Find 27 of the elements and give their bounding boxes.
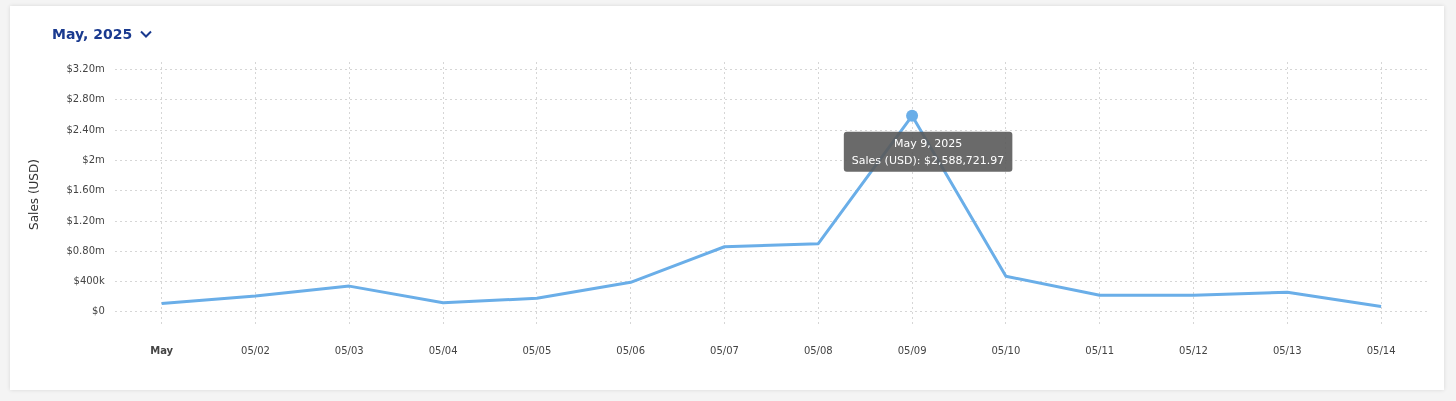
x-tick-label: 05/05: [522, 344, 552, 356]
y-tick-label: $1.60m: [66, 184, 105, 196]
x-tick-label: 05/12: [1179, 344, 1208, 356]
y-tick-label: $400k: [73, 275, 105, 287]
x-tick-label: May: [150, 344, 174, 356]
x-tick-label: 05/11: [1085, 344, 1115, 356]
y-tick-label: $1.20m: [66, 214, 105, 226]
y-tick-label: $2.40m: [66, 123, 105, 135]
annotation: Sales (USD): $2,588,721.97: [851, 153, 1005, 167]
y-tick-label: $2.80m: [66, 93, 105, 105]
x-tick-label: 05/06: [616, 344, 646, 356]
y-tick-label: $3.20m: [66, 63, 105, 75]
x-tick-label: 05/03: [334, 344, 364, 356]
x-tick-label: 05/14: [1366, 344, 1396, 356]
x-tick-label: 05/13: [1272, 344, 1302, 356]
x-tick-label: 05/07: [710, 344, 739, 356]
y-tick-label: $2m: [82, 154, 105, 166]
x-tick-label: 05/10: [991, 344, 1021, 356]
x-tick-label: 05/04: [428, 344, 458, 356]
x-tick-label: 05/02: [241, 344, 270, 356]
x-tick-label: 05/09: [897, 344, 927, 356]
y-tick-label: $0.80m: [66, 244, 105, 256]
y-axis-title: Sales (USD): [27, 159, 42, 230]
y-tick-label: $0: [92, 305, 105, 317]
chart-title: May, 2025: [52, 26, 133, 42]
x-tick-label: 05/08: [803, 344, 833, 356]
annotation: May 9, 2025: [893, 136, 963, 150]
